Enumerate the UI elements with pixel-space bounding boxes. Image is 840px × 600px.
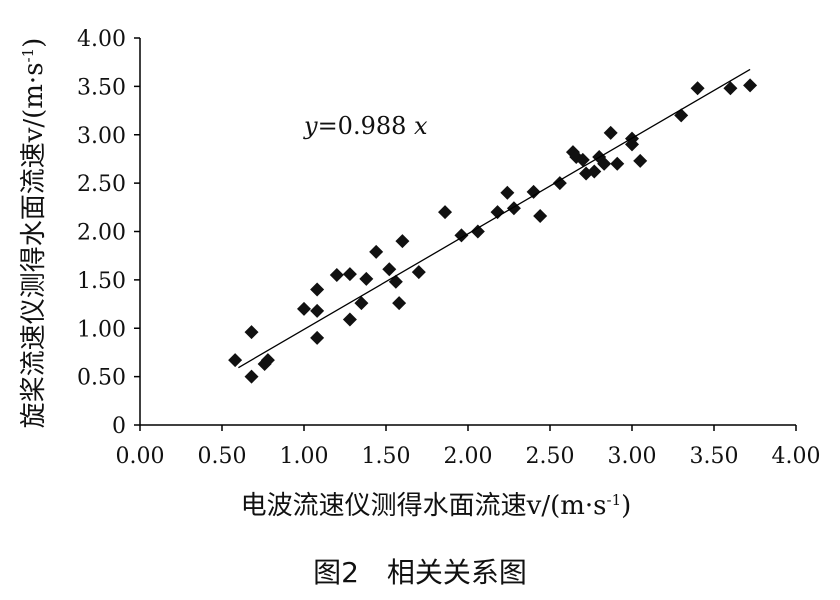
data-point xyxy=(533,209,548,224)
data-point xyxy=(354,296,369,311)
x-axis-title-main: 电波流速仪测得水面流速v/(m·s xyxy=(241,491,607,521)
data-point xyxy=(490,205,505,220)
data-point xyxy=(260,353,275,368)
data-point xyxy=(310,282,325,297)
data-point xyxy=(411,265,426,280)
data-point xyxy=(359,271,374,286)
data-point xyxy=(470,224,485,239)
equation-y-var: y xyxy=(303,112,318,140)
data-point xyxy=(633,153,648,168)
figure-caption: 图2 相关关系图 xyxy=(313,556,527,589)
data-point xyxy=(382,262,397,277)
x-tick-label: 1.00 xyxy=(280,444,329,469)
data-point xyxy=(392,296,407,311)
y-tick-label: 4.00 xyxy=(77,27,126,52)
data-point xyxy=(395,234,410,249)
x-ticks: 0.00 0.50 1.00 1.50 2.00 2.50 3.00 3.50 4.00 xyxy=(116,425,821,469)
x-tick-label: 3.50 xyxy=(690,444,739,469)
data-point xyxy=(342,312,357,327)
data-point xyxy=(603,125,618,140)
y-tick-label: 2.00 xyxy=(77,221,126,246)
data-point xyxy=(369,244,384,259)
trendline xyxy=(238,68,751,369)
x-axis-title-sup: -1 xyxy=(607,491,622,509)
data-point xyxy=(244,369,259,384)
data-point xyxy=(552,176,567,191)
equation-body: =0.988 xyxy=(318,112,414,140)
data-point xyxy=(438,205,453,220)
y-tick-label: 3.50 xyxy=(77,75,126,100)
data-point xyxy=(500,185,515,200)
data-point xyxy=(506,201,521,216)
data-point xyxy=(526,184,541,199)
x-tick-label: 0.00 xyxy=(116,444,165,469)
y-tick-label: 1.50 xyxy=(77,269,126,294)
x-tick-label: 1.50 xyxy=(362,444,411,469)
y-tick-label: 0.50 xyxy=(77,366,126,391)
data-point xyxy=(310,330,325,345)
data-point xyxy=(297,301,311,316)
data-point xyxy=(454,228,469,243)
plot-area: 0.00 0.50 1.00 1.50 2.00 2.50 3.00 3.50 4.00 00.… xyxy=(77,27,820,469)
data-point xyxy=(388,274,403,289)
x-axis-title-end: ) xyxy=(621,491,631,521)
data-point xyxy=(310,303,325,318)
y-axis-title-end: ) xyxy=(19,38,49,48)
data-point xyxy=(342,267,357,282)
data-point xyxy=(575,152,590,167)
data-point xyxy=(674,108,689,123)
x-tick-label: 2.00 xyxy=(444,444,493,469)
x-tick-label: 0.50 xyxy=(198,444,247,469)
y-tick-label: 0 xyxy=(112,414,126,439)
y-ticks: 0 0.50 1.00 1.50 2.00 2.50 3.00 3.50 4.00 xyxy=(77,27,140,439)
data-point xyxy=(597,156,612,171)
y-axis-title-main: 旋桨流速仪测得水面流速v/(m·s xyxy=(19,62,49,428)
y-tick-label: 1.00 xyxy=(77,317,126,342)
x-tick-label: 3.00 xyxy=(608,444,657,469)
data-point xyxy=(244,325,259,340)
data-point xyxy=(329,268,344,283)
y-tick-label: 3.00 xyxy=(77,124,126,149)
x-tick-label: 4.00 xyxy=(772,444,821,469)
x-tick-label: 2.50 xyxy=(526,444,575,469)
data-point xyxy=(610,156,625,171)
y-tick-label: 2.50 xyxy=(77,172,126,197)
equation-x-var: x xyxy=(414,112,428,140)
y-axis-title: 旋桨流速仪测得水面流速v/(m·s-1) xyxy=(19,38,49,429)
data-point xyxy=(587,164,602,179)
data-point xyxy=(743,78,758,93)
data-point xyxy=(690,81,705,96)
data-point xyxy=(723,81,738,96)
regression-equation: y=0.988 x xyxy=(303,112,428,140)
x-axis-title: 电波流速仪测得水面流速v/(m·s-1) xyxy=(241,491,632,521)
data-point xyxy=(228,353,243,368)
y-axis-title-sup: -1 xyxy=(19,48,37,63)
